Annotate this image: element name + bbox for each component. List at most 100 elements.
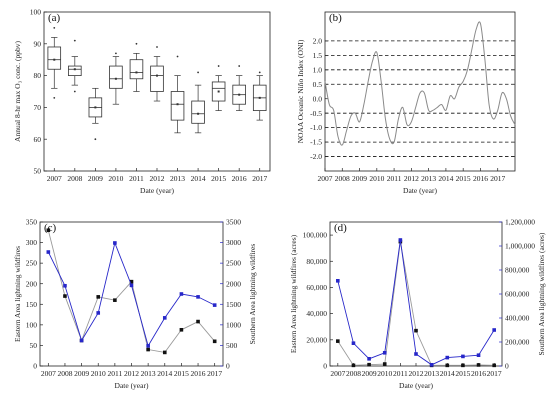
box-mean (114, 77, 117, 80)
c-x-tick-label: 2007 (41, 369, 56, 378)
a-y-tick-label: 70 (34, 103, 42, 112)
box-2013 (170, 55, 185, 134)
b-y-tick-label: 2.0 (313, 37, 323, 46)
b-y-tick-label: 1.5 (313, 51, 323, 60)
c-y-left-tick-label: 0 (33, 362, 37, 371)
d-y-right-tick-label: 0 (505, 362, 509, 371)
box-mean (238, 93, 241, 96)
a-y-tick-label: 100 (30, 8, 42, 17)
box-2017 (252, 71, 267, 121)
d-left-point-2007 (336, 339, 340, 343)
panel-label-a: (a) (48, 12, 61, 24)
d-x-tick-label: 2016 (471, 369, 486, 378)
panel-c: 0501001502002503003500500100015002000250… (13, 218, 257, 390)
box-outlier (53, 27, 56, 29)
b-x-axis-label: Date (year) (403, 186, 437, 195)
a-x-axis-label: Date (year) (140, 186, 174, 195)
d-left-point-2009 (367, 362, 371, 367)
b-x-tick-label: 2012 (404, 174, 419, 183)
c-right-point-2009 (79, 338, 84, 343)
c-right-point-2011 (113, 241, 117, 245)
box-iqr (47, 46, 62, 70)
c-y-right-axis-label: Southern Area lightning wildfires (248, 244, 257, 345)
c-y-left-tick-label: 150 (26, 300, 38, 309)
b-x-tick-label: 2016 (473, 174, 488, 183)
b-y-tick-label: -1.5 (310, 138, 322, 147)
b-y-tick-label: 0.5 (313, 80, 323, 89)
c-series-left-line (47, 230, 216, 353)
b-x-tick-label: 2009 (352, 174, 367, 183)
d-y-left-axis-label: Eastern Area lightning wildfires (acres) (289, 234, 298, 353)
d-right-point-2014 (445, 355, 450, 360)
d-y-left-tick-label: 100,000 (303, 231, 328, 240)
d-y-right-tick-label: 1,000,000 (505, 242, 535, 251)
d-y-left-tick-label: 20,000 (306, 335, 327, 344)
c-y-right-tick-label: 500 (226, 341, 238, 350)
c-x-tick-label: 2016 (191, 369, 206, 378)
c-y-left-tick-label: 100 (26, 320, 38, 329)
d-y-left-tick-label: 60,000 (306, 283, 327, 292)
b-y-tick-label: 0.0 (313, 94, 323, 103)
box-iqr (191, 100, 205, 124)
panel-label-c: (c) (44, 222, 57, 234)
d-right-point-2010 (382, 351, 387, 355)
b-y-tick-label: 1.0 (313, 65, 323, 74)
a-x-tick-label: 2010 (108, 174, 123, 183)
panel-a: 50 60 70 80 90 100 2007 2008 2009 2010 2011 2012 201… (13, 8, 271, 195)
c-left-point-2011 (113, 298, 117, 302)
c-x-axis-label: Date (year) (115, 381, 149, 390)
c-right-point-2015 (179, 292, 184, 296)
c-y-left-tick-label: 200 (26, 279, 38, 288)
plot-frame (324, 11, 516, 172)
box-iqr (68, 65, 82, 76)
d-y-right-tick-label: 1,200,000 (505, 218, 535, 227)
a-x-tick-label: 2009 (88, 174, 103, 183)
a-y-tick-label: 80 (34, 71, 42, 80)
b-x-tick-label: 2011 (387, 174, 402, 183)
c-x-tick-label: 2008 (57, 369, 72, 378)
c-x-tick-label: 2009 (74, 369, 89, 378)
box-mean (258, 96, 261, 99)
c-left-point-2016 (196, 319, 200, 324)
box-outlier (217, 65, 220, 67)
d-left-point-2017 (492, 363, 496, 368)
d-right-point-2012 (414, 352, 418, 356)
d-left-point-2012 (414, 328, 418, 333)
a-y-tick-label: 60 (34, 135, 42, 144)
c-left-point-2014 (162, 350, 167, 355)
box-outlier (73, 39, 76, 42)
c-y-right-tick-label: 3000 (226, 238, 241, 247)
box-iqr (170, 91, 185, 121)
box-outlier (53, 96, 56, 99)
box-iqr (129, 59, 144, 80)
d-right-point-2007 (336, 279, 340, 283)
d-right-point-2017 (492, 328, 496, 332)
d-y-left-tick-label: 40,000 (306, 309, 327, 318)
box-mean (176, 103, 179, 106)
c-left-point-2008 (63, 294, 67, 298)
panel-d: 0 20,000 40,000 60,000 80,000 100,000 0 200,000… (289, 218, 546, 390)
d-left-point-2016 (476, 363, 481, 367)
d-x-tick-label: 2013 (424, 369, 439, 378)
a-y-tick-label: 90 (34, 39, 42, 48)
box-2008 (68, 39, 82, 93)
panel-label-b: (b) (329, 12, 342, 24)
b-x-tick-label: 2013 (421, 174, 436, 183)
d-y-right-tick-label: 600,000 (505, 290, 530, 299)
box-2012 (150, 46, 164, 102)
d-y-right-tick-label: 400,000 (505, 314, 530, 323)
c-right-point-2008 (63, 283, 67, 288)
c-x-tick-label: 2015 (174, 369, 189, 378)
box-outlier (197, 71, 199, 74)
box-mean (53, 58, 56, 61)
a-x-tick-label: 2014 (191, 174, 206, 183)
box-outlier (258, 71, 261, 74)
c-series-right-line (47, 241, 215, 347)
a-x-tick-label: 2012 (150, 174, 165, 183)
d-right-point-2011 (398, 238, 403, 242)
d-right-point-2008 (351, 341, 356, 345)
d-right-point-2015 (461, 354, 465, 359)
c-y-left-tick-label: 300 (26, 238, 38, 247)
c-right-point-2014 (162, 316, 167, 320)
